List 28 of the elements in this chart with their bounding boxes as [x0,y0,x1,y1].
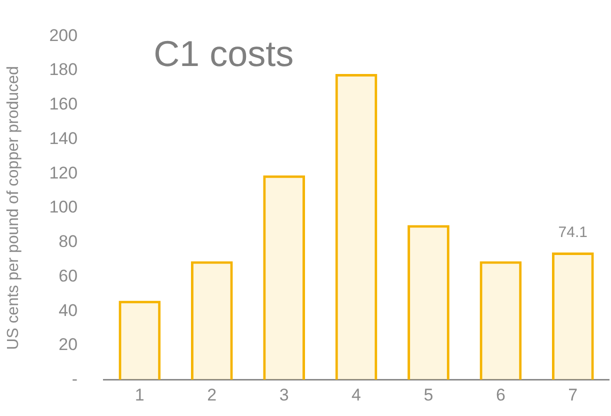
bar [480,261,522,380]
y-tick-label: 40 [58,300,78,320]
x-tick-label: 2 [207,386,217,405]
bar [190,261,233,380]
y-tick-label: 60 [58,266,78,286]
y-axis-title: US cents per pound of copper produced [5,66,22,350]
y-tick-label: 80 [58,232,78,252]
y-tick-label: 140 [49,128,78,148]
x-tick-label: 1 [134,386,144,405]
bar [408,225,450,380]
y-tick-label: 100 [49,198,78,217]
x-tick-label: 7 [568,386,578,405]
y-tick-label: 20 [58,335,78,354]
x-tick-label: 4 [352,386,362,405]
y-tick-label: 200 [49,26,78,45]
bar [118,300,161,380]
bar [335,74,378,380]
x-tick-label: 3 [279,386,289,405]
data-label: 74.1 [558,224,588,242]
x-tick-label: 5 [424,386,434,405]
bar [263,175,306,380]
y-tick-label: 180 [49,60,78,80]
y-tick-label: 120 [49,163,78,182]
chart-title: C1 costs [154,33,294,74]
y-tick-label: - [72,369,78,388]
bar [552,252,594,380]
x-tick-label: 6 [496,386,506,405]
y-tick-label: 160 [49,94,78,114]
